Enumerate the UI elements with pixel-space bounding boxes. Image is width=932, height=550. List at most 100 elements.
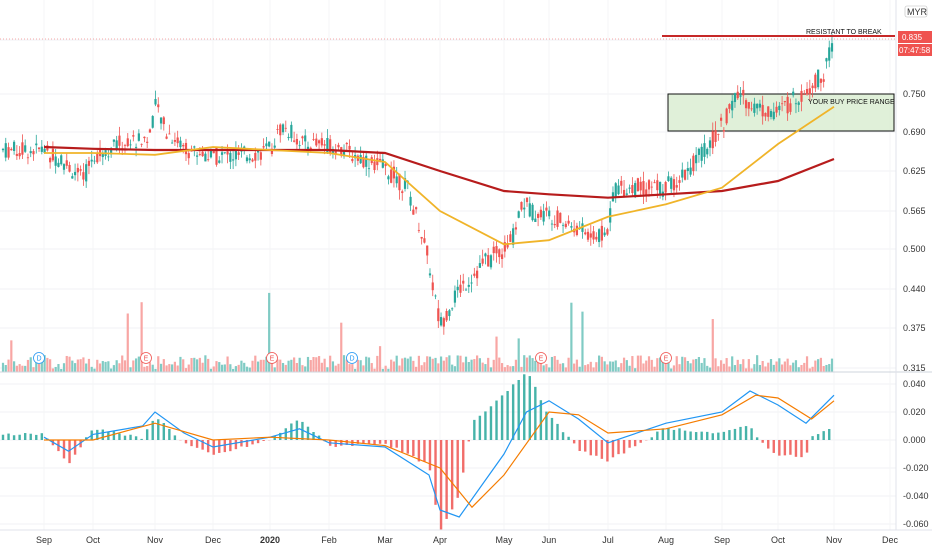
volume-bar [439, 356, 443, 372]
volume-bar [362, 365, 365, 372]
candle-body [65, 160, 68, 166]
candle-body [670, 177, 673, 189]
volume-bar [792, 362, 795, 372]
candle-body [706, 148, 709, 155]
volume-bar [37, 363, 41, 372]
countdown-tag [898, 44, 932, 56]
candle-body [51, 148, 55, 161]
volume-bar [592, 367, 595, 372]
volume-bar [611, 361, 615, 372]
volume-bar [445, 357, 448, 372]
volume-bar [575, 359, 579, 372]
volume-bar [456, 355, 459, 372]
histogram-bar [484, 411, 487, 440]
candle-body [262, 146, 265, 148]
histogram-bar [428, 440, 432, 471]
histogram-bar [184, 440, 188, 444]
volume-bar [359, 360, 362, 372]
short-moving-average-line [44, 105, 835, 246]
volume-bar [462, 362, 465, 372]
volume-bar [537, 359, 540, 372]
volume-bar [26, 359, 30, 372]
volume-bar [503, 367, 506, 372]
histogram-bar [245, 440, 249, 447]
histogram-bar [595, 440, 598, 456]
candle-body [484, 253, 487, 257]
candle-body [556, 210, 559, 227]
volume-bar [176, 365, 179, 372]
histogram-bar [778, 440, 781, 456]
candle-body [564, 223, 567, 228]
candle-body [107, 156, 110, 158]
candle-body [348, 145, 351, 150]
volume-bar [805, 356, 809, 372]
volume-bar [559, 363, 562, 372]
candle-body [487, 255, 490, 267]
volume-bar [198, 357, 201, 372]
currency-label: MYR [907, 7, 928, 17]
volume-bar [600, 356, 603, 372]
histogram-bar [162, 423, 166, 440]
histogram-bar [434, 440, 437, 505]
candle-body [298, 145, 301, 147]
volume-bar [586, 364, 590, 372]
candle-body [403, 178, 407, 189]
event-marker[interactable] [33, 352, 45, 364]
candle-body [193, 146, 196, 148]
candle-body [539, 209, 542, 218]
histogram-bar [345, 440, 348, 445]
price-tick-label: 0.315 [903, 363, 926, 373]
histogram-bar [506, 391, 509, 440]
candle-body [828, 47, 831, 61]
volume-bar [426, 356, 429, 372]
candle-body [553, 223, 556, 226]
candle-body [756, 103, 759, 109]
histogram-bar [772, 440, 775, 453]
volume-bar [265, 356, 268, 372]
volume-bar [137, 356, 140, 372]
volume-bar [43, 355, 46, 372]
event-marker[interactable] [660, 352, 672, 364]
candle-body [650, 186, 653, 188]
volume-bar [822, 365, 825, 372]
candle-body [168, 133, 171, 135]
candle-body [451, 308, 454, 310]
histogram-bar [35, 434, 38, 440]
event-marker[interactable] [346, 352, 358, 364]
histogram-bar [606, 440, 609, 462]
time-tick-label: Sep [36, 535, 52, 545]
volume-bar [700, 362, 703, 372]
price-axis: 0.750 0.690 0.625 0.565 0.500 0.440 0.375 0.315 [903, 89, 926, 373]
candle-body [439, 317, 443, 326]
candle-body [367, 168, 371, 170]
candle-body [32, 151, 35, 155]
candle-body [312, 139, 315, 140]
volume-bar [603, 361, 606, 372]
histogram-bar [273, 436, 276, 440]
event-marker[interactable] [535, 352, 547, 364]
volume-bar [539, 362, 542, 372]
event-marker[interactable] [266, 352, 278, 364]
candle-body [334, 150, 337, 156]
time-tick-label: May [495, 535, 513, 545]
histogram-bar [794, 440, 798, 457]
candle-body [761, 104, 764, 117]
volume-bar [40, 355, 43, 372]
candle-body [631, 185, 634, 194]
event-marker[interactable] [140, 352, 152, 364]
candle-body [198, 154, 201, 155]
histogram-bar [567, 436, 570, 440]
volume-bar [467, 362, 470, 372]
candle-body [26, 157, 30, 159]
volume-bar [1, 362, 5, 372]
candle-body [207, 159, 210, 161]
candle-body [154, 98, 157, 105]
candle-body [187, 153, 190, 159]
volume-bar [193, 357, 196, 372]
histogram-bar [340, 440, 343, 446]
volume-bar [733, 365, 737, 372]
candle-body [342, 150, 346, 157]
volume-bar [584, 365, 587, 372]
volume-bar [98, 363, 102, 372]
